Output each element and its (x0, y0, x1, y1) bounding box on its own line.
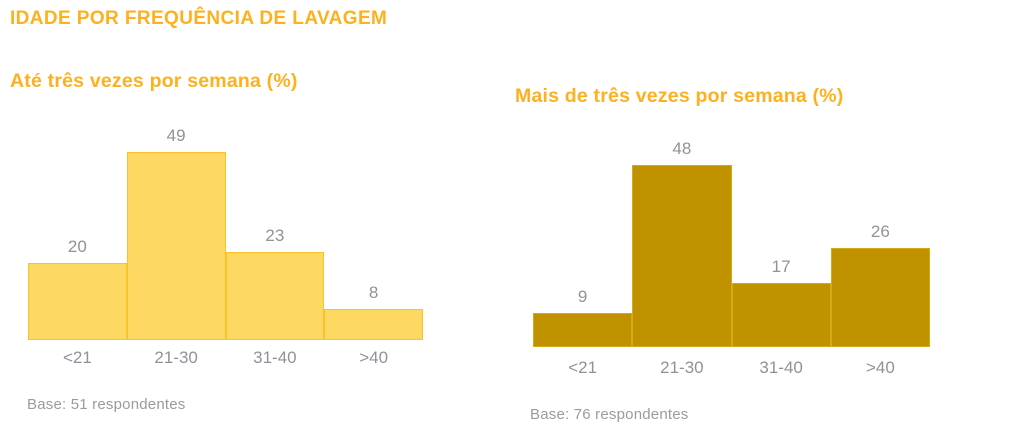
page-title: IDADE POR FREQUÊNCIA DE LAVAGEM (10, 8, 388, 29)
bar-group-31-40: 17 (731, 165, 831, 347)
bar-group-31-40: 23 (225, 152, 325, 340)
x-axis-label: 31-40 (253, 348, 297, 367)
bar-value-label: 49 (166, 126, 186, 145)
x-axis-label: <21 (62, 348, 92, 367)
bar-value-label: 48 (672, 139, 692, 158)
bar-group->40: 8 (324, 152, 423, 340)
x-axis-label: 31-40 (759, 358, 803, 377)
x-axis-label: >40 (359, 348, 389, 367)
bar-value-label: 26 (870, 222, 890, 242)
bar-group-<21: 20 (28, 152, 127, 340)
bar-group-<21: 9 (533, 165, 633, 347)
chart-right-base-note: Base: 76 respondentes (530, 406, 689, 423)
bar (324, 309, 423, 340)
chart-right-subtitle: Mais de três vezes por semana (%) (515, 85, 844, 107)
bar (731, 282, 831, 347)
chart-right-plot: 9 48 17 26 (533, 139, 930, 347)
bar-group-21-30: 48 (632, 139, 732, 347)
bar (126, 152, 226, 340)
chart-left-x-axis: <21 21-30 31-40 >40 (28, 348, 423, 368)
x-axis-label: <21 (568, 358, 598, 377)
bar (533, 312, 633, 347)
x-axis-label: >40 (865, 358, 895, 377)
bar (225, 251, 325, 340)
bar-group-21-30: 49 (126, 126, 226, 340)
bar (632, 165, 732, 347)
chart-right-x-axis: <21 21-30 31-40 >40 (533, 358, 930, 378)
bar-value-label: 20 (67, 237, 87, 257)
bar (28, 263, 127, 340)
bar-group->40: 26 (830, 165, 930, 347)
bar-value-label: 9 (577, 286, 588, 306)
x-axis-label: 21-30 (154, 348, 198, 367)
bar-value-label: 17 (771, 256, 791, 276)
bar-value-label: 23 (265, 225, 285, 245)
chart-left-plot: 20 49 23 8 (28, 126, 423, 340)
chart-left-base-note: Base: 51 respondentes (27, 396, 186, 413)
chart-left-subtitle: Até três vezes por semana (%) (10, 70, 298, 92)
x-axis-label: 21-30 (660, 358, 704, 377)
bar-value-label: 8 (368, 283, 379, 303)
bar (830, 248, 930, 347)
